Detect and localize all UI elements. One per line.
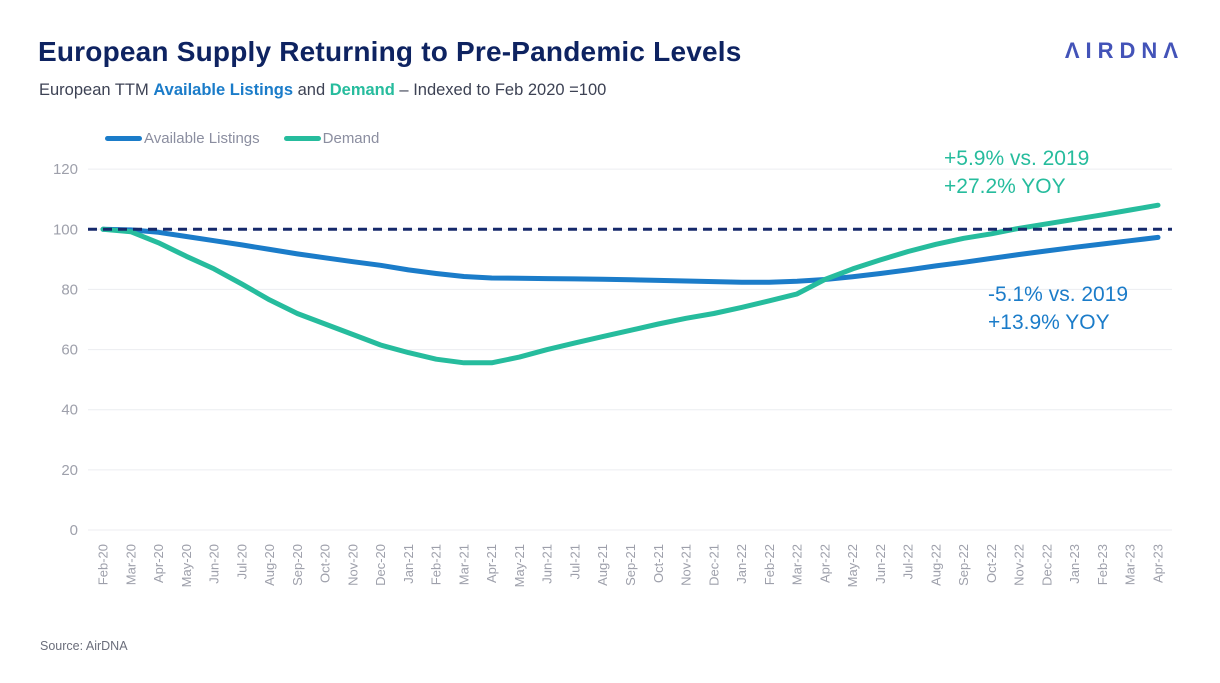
available-listings-annotation: -5.1% vs. 2019 +13.9% YOY — [988, 281, 1128, 337]
x-axis-tick-label: Mar-20 — [123, 544, 138, 585]
x-axis-tick-label: Feb-23 — [1095, 544, 1110, 585]
y-axis-tick-label: 100 — [53, 221, 78, 238]
subtitle-and: and — [293, 81, 330, 99]
x-axis-tick-label: Aug-21 — [595, 544, 610, 586]
x-axis-tick-label: Jan-21 — [401, 544, 416, 584]
x-axis-tick-label: Oct-21 — [651, 544, 666, 583]
x-axis-tick-label: Apr-21 — [484, 544, 499, 583]
listings-yoy-label: +13.9% YOY — [988, 311, 1110, 334]
x-axis-tick-label: Jul-20 — [234, 544, 249, 579]
chart-subtitle: European TTM Available Listings and Dema… — [39, 81, 606, 100]
listings-vs-2019-label: -5.1% vs. 2019 — [988, 283, 1129, 306]
x-axis-tick-label: Jun-21 — [540, 544, 555, 584]
chart-legend: Available Listings Demand — [105, 130, 379, 147]
demand-line — [100, 202, 1161, 366]
legend-item-available-listings: Available Listings — [105, 130, 260, 147]
x-axis-tick-label: Jun-20 — [207, 544, 222, 584]
line-chart: 0 20 40 60 80 100 120 Feb-20 Mar-20 Apr-20 May-20 J… — [53, 161, 1172, 587]
x-axis-tick-label: Jun-22 — [873, 544, 888, 584]
x-axis-tick-label: Oct-22 — [984, 544, 999, 583]
x-axis-tick-label: Nov-22 — [1012, 544, 1027, 586]
x-axis-tick-label: Nov-20 — [345, 544, 360, 586]
x-axis-tick-label: May-21 — [512, 544, 527, 587]
y-axis-tick-label: 60 — [61, 342, 78, 359]
x-axis-tick-label: Dec-22 — [1039, 544, 1054, 586]
x-axis-tick-label: Aug-22 — [928, 544, 943, 586]
x-axis-tick-label: May-20 — [179, 544, 194, 587]
x-axis-tick-label: Feb-20 — [96, 544, 111, 585]
page-title: European Supply Returning to Pre-Pandemi… — [38, 36, 742, 67]
x-axis-tick-label: Dec-20 — [373, 544, 388, 586]
x-axis-tick-label: Apr-22 — [817, 544, 832, 583]
x-axis-tick-label: Oct-20 — [318, 544, 333, 583]
subtitle-prefix: European TTM — [39, 81, 154, 99]
x-axis-tick-label: Mar-21 — [456, 544, 471, 585]
x-axis-tick-label: Feb-22 — [762, 544, 777, 585]
subtitle-suffix: – Indexed to Feb 2020 =100 — [394, 81, 607, 99]
y-axis-tick-label: 20 — [61, 462, 78, 479]
subtitle-available-listings: Available Listings — [153, 81, 294, 99]
legend-label-available-listings: Available Listings — [144, 130, 260, 147]
demand-yoy-label: +27.2% YOY — [944, 175, 1066, 198]
x-axis-tick-label: Apr-23 — [1151, 544, 1166, 583]
x-axis-tick-label: Jul-21 — [568, 544, 583, 579]
x-axis-tick-label: Aug-20 — [262, 544, 277, 586]
x-axis-tick-label: Sep-20 — [290, 544, 305, 586]
y-axis-tick-label: 0 — [70, 522, 78, 539]
x-axis-tick-label: Feb-21 — [429, 544, 444, 585]
demand-vs-2019-label: +5.9% vs. 2019 — [944, 147, 1090, 170]
x-axis-tick-label: Jan-23 — [1067, 544, 1082, 584]
source-note: Source: AirDNA — [40, 639, 128, 653]
airdna-logo: ΛIRDNΛ — [1064, 38, 1184, 63]
x-axis-tick-label: Mar-22 — [790, 544, 805, 585]
legend-swatch-available-listings-icon — [105, 136, 142, 141]
demand-annotation: +5.9% vs. 2019 +27.2% YOY — [944, 145, 1089, 201]
legend-swatch-demand-icon — [283, 136, 321, 141]
x-axis-tick-label: Sep-22 — [956, 544, 971, 586]
subtitle-demand: Demand — [329, 81, 395, 99]
y-axis-tick-label: 40 — [61, 402, 78, 419]
x-axis-tick-label: Dec-21 — [706, 544, 721, 586]
x-axis-tick-label: Mar-23 — [1123, 544, 1138, 585]
y-axis-tick-label: 120 — [53, 161, 78, 178]
x-axis-tick-label: May-22 — [845, 544, 860, 587]
legend-label-demand: Demand — [322, 130, 380, 147]
available-listings-line — [100, 226, 1161, 285]
x-axis-tick-label: Nov-21 — [679, 544, 694, 586]
y-axis-tick-label: 80 — [61, 281, 78, 298]
legend-item-demand: Demand — [283, 130, 380, 147]
x-axis-tick-label: Jul-22 — [901, 544, 916, 579]
x-axis-tick-label: Sep-21 — [623, 544, 638, 586]
x-axis-tick-label: Apr-20 — [151, 544, 166, 583]
x-axis-tick-label: Jan-22 — [734, 544, 749, 584]
